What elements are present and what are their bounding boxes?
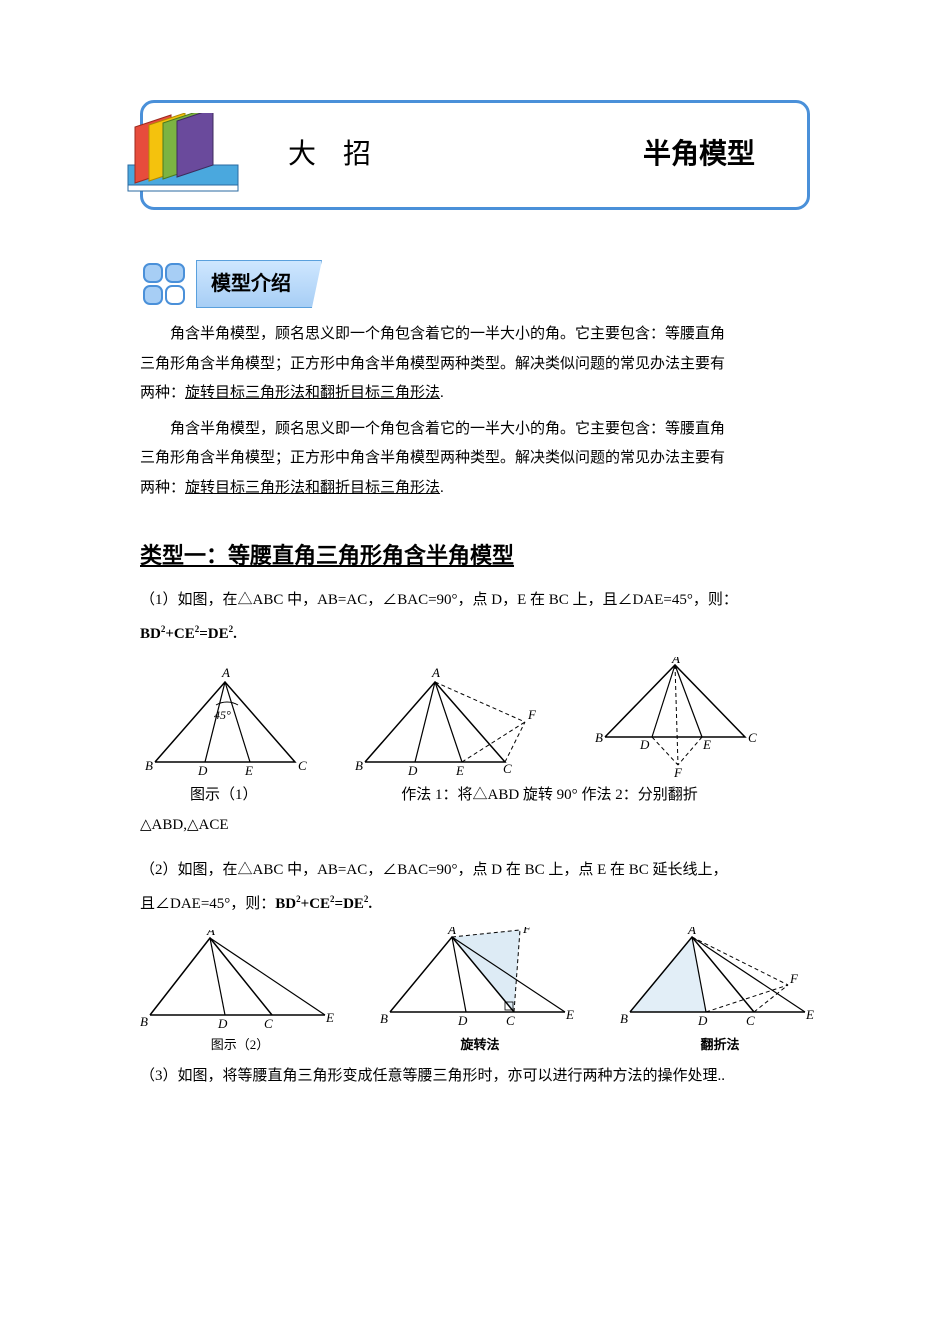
svg-text:C: C	[748, 730, 757, 745]
svg-text:E: E	[244, 763, 253, 777]
svg-text:E: E	[805, 1007, 814, 1022]
caption-method2: 作法 2：分别翻折	[581, 787, 697, 803]
intro-paragraph-1: 角含半角模型，顾名思义即一个角包含着它的一半大小的角。它主要包含：等腰直角 三角…	[140, 322, 810, 407]
diagram-row-1: A B C D E 45° A B C D E F A B C D E F	[140, 657, 810, 777]
item2-formula: BD2+CE2=DE2.	[275, 896, 372, 912]
books-icon	[123, 113, 243, 203]
svg-text:F: F	[789, 971, 799, 986]
svg-text:B: B	[380, 1011, 388, 1026]
svg-text:D: D	[217, 1016, 228, 1030]
svg-text:A: A	[206, 930, 215, 938]
intro1-l3-prefix: 两种：	[140, 385, 185, 401]
formula-period: .	[233, 626, 237, 642]
item-2-line2: 且∠DAE=45°，则：BD2+CE2=DE2.	[140, 892, 810, 918]
svg-text:D: D	[197, 763, 208, 777]
diagram-1c: A B C D E F	[590, 657, 760, 777]
item-1-text: （1）如图，在△ABC 中，AB=AC，∠BAC=90°，点 D，E 在 BC …	[140, 588, 810, 614]
svg-text:E: E	[702, 737, 711, 752]
svg-text:B: B	[595, 730, 603, 745]
diagram-1b: A B C D E F	[350, 667, 550, 777]
svg-text:D: D	[697, 1013, 708, 1028]
diagram-2c: A F B C D E	[620, 927, 820, 1032]
diagram-1a: A B C D E 45°	[140, 667, 310, 777]
type-heading: 类型一：等腰直角三角形角含半角模型	[140, 537, 810, 574]
svg-text:C: C	[506, 1013, 515, 1028]
svg-text:B: B	[355, 758, 363, 773]
diagram-2b: A F B C D E	[380, 927, 580, 1032]
intro1-line3: 两种：旋转目标三角形法和翻折目标三角形法.	[140, 381, 810, 407]
clover-icon	[140, 260, 188, 308]
caption-fig2: 图示（2）	[211, 1034, 270, 1056]
caption-rotate: 旋转法	[460, 1034, 499, 1056]
svg-text:E: E	[565, 1007, 574, 1022]
item-1-formula: BD2+CE2=DE2.	[140, 622, 810, 648]
svg-text:C: C	[746, 1013, 755, 1028]
caption-fold: 翻折法	[700, 1034, 739, 1056]
svg-text:D: D	[407, 763, 418, 777]
diagram-row-2: A B C D E 图示（2） A F B C D E 旋转法	[140, 927, 810, 1056]
svg-text:B: B	[620, 1011, 628, 1026]
svg-text:A: A	[687, 927, 696, 937]
intro1-line1: 角含半角模型，顾名思义即一个角包含着它的一半大小的角。它主要包含：等腰直角	[140, 322, 810, 348]
intro2-l3-prefix: 两种：	[140, 480, 185, 496]
section-tag: 模型介绍	[140, 260, 322, 308]
caption-method1: 作法 1：将△ABD 旋转 90°	[401, 787, 577, 803]
svg-text:A: A	[431, 667, 440, 680]
svg-text:45°: 45°	[214, 708, 231, 722]
intro2-line1: 角含半角模型，顾名思义即一个角包含着它的一半大小的角。它主要包含：等腰直角	[140, 417, 810, 443]
caption-extra: △ABD,△ACE	[140, 813, 810, 839]
svg-text:A: A	[671, 657, 680, 666]
svg-text:C: C	[264, 1016, 273, 1030]
banner-right-title: 半角模型	[643, 131, 755, 179]
caption-fig1: 图示（1）	[190, 787, 258, 803]
banner-left-title: 大 招	[288, 131, 381, 179]
intro1-l3-underline: 旋转目标三角形法和翻折目标三角形法	[185, 385, 440, 401]
item2-prefix: 且∠DAE=45°，则：	[140, 896, 275, 912]
svg-text:C: C	[503, 761, 512, 776]
svg-text:B: B	[140, 1014, 148, 1029]
svg-text:F: F	[522, 927, 532, 936]
svg-text:B: B	[145, 758, 153, 773]
svg-text:C: C	[298, 758, 307, 773]
svg-text:A: A	[221, 667, 230, 680]
item-2-line1: （2）如图，在△ABC 中，AB=AC，∠BAC=90°，点 D 在 BC 上，…	[140, 858, 810, 884]
svg-text:A: A	[447, 927, 456, 937]
item-3-text: （3）如图，将等腰直角三角形变成任意等腰三角形时，亦可以进行两种方法的操作处理.…	[140, 1064, 810, 1090]
svg-text:D: D	[457, 1013, 468, 1028]
intro2-line3: 两种：旋转目标三角形法和翻折目标三角形法.	[140, 476, 810, 502]
svg-text:F: F	[673, 765, 683, 777]
intro2-line2: 三角形角含半角模型；正方形中角含半角模型两种类型。解决类似问题的常见办法主要有	[140, 446, 810, 472]
svg-text:E: E	[455, 763, 464, 777]
intro-paragraph-2: 角含半角模型，顾名思义即一个角包含着它的一半大小的角。它主要包含：等腰直角 三角…	[140, 417, 810, 502]
title-banner: 大 招 半角模型	[140, 100, 810, 210]
formula-bd: BD	[140, 626, 161, 642]
diagram-2a: A B C D E	[140, 930, 340, 1030]
svg-text:D: D	[639, 737, 650, 752]
formula-de: =DE	[199, 626, 228, 642]
caption-row-1: 图示（1） 作法 1：将△ABD 旋转 90° 作法 2：分别翻折	[140, 783, 810, 809]
intro1-line2: 三角形角含半角模型；正方形中角含半角模型两种类型。解决类似问题的常见办法主要有	[140, 352, 810, 378]
section-tag-label: 模型介绍	[196, 260, 322, 308]
intro2-l3-underline: 旋转目标三角形法和翻折目标三角形法	[185, 480, 440, 496]
svg-text:E: E	[325, 1010, 334, 1025]
formula-ce: +CE	[165, 626, 194, 642]
svg-text:F: F	[527, 707, 537, 722]
